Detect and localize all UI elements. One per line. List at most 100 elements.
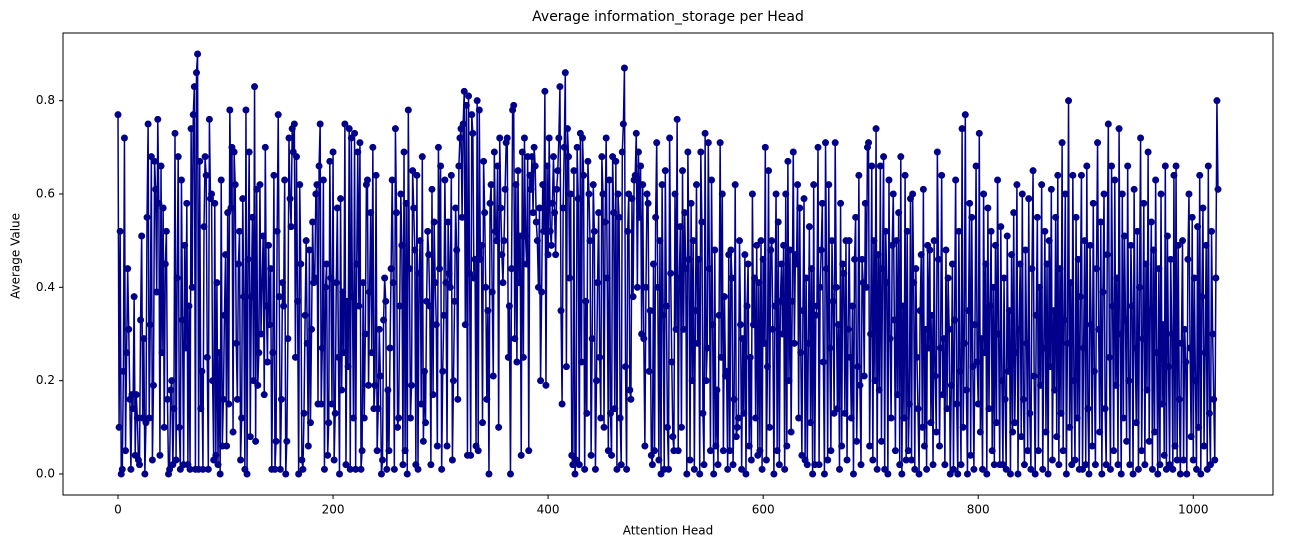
data-point [115,423,123,431]
data-point [825,181,833,189]
data-point [427,461,435,469]
data-point [910,279,918,287]
data-point [571,470,579,478]
data-point [619,120,627,128]
data-point [201,153,209,161]
data-point [599,190,607,198]
data-point [834,321,842,329]
data-point [163,395,171,403]
data-point [646,307,654,315]
data-point [1060,316,1068,324]
data-point [819,358,827,366]
data-point [804,339,812,347]
data-point [205,115,213,123]
data-point [1028,265,1036,273]
data-point [884,470,892,478]
data-point [1140,199,1148,207]
data-point [408,381,416,389]
data-point [595,209,603,217]
data-point [296,181,304,189]
data-point [767,246,775,254]
data-point [1176,470,1184,478]
data-point [941,461,949,469]
data-point [337,195,345,203]
data-point [989,283,997,291]
data-point [822,139,830,147]
plot-frame [62,32,1274,496]
data-point [160,423,168,431]
data-point [688,377,696,385]
data-point [1102,461,1110,469]
data-point [829,297,837,305]
data-point [295,470,303,478]
data-point [533,237,541,245]
data-point [1040,344,1048,352]
data-point [477,241,485,249]
data-point [674,447,682,455]
data-point [1199,204,1207,212]
data-point [963,470,971,478]
data-point [1056,265,1064,273]
data-point [703,344,711,352]
data-point [1127,241,1135,249]
data-point [730,395,738,403]
data-point [220,311,228,319]
data-point [872,125,880,133]
data-point [261,143,269,151]
data-point [584,157,592,165]
data-point [555,134,563,142]
data-point [415,269,423,277]
data-point [302,237,310,245]
data-point [532,218,540,226]
data-point [330,456,338,464]
data-point [810,181,818,189]
data-point [1036,283,1044,291]
data-point [568,451,576,459]
data-point [445,269,453,277]
data-point [1089,199,1097,207]
data-point [558,400,566,408]
data-point [416,237,424,245]
data-point [832,283,840,291]
data-point [1192,465,1200,473]
data-point [284,335,292,343]
data-point [962,386,970,394]
data-point [855,171,863,179]
data-point [894,391,902,399]
data-point [246,433,254,441]
data-point [875,386,883,394]
data-point [227,204,235,212]
data-point [774,218,782,226]
data-point [808,265,816,273]
data-point [1025,195,1033,203]
data-point [1196,171,1204,179]
data-point [943,405,951,413]
data-point [788,297,796,305]
data-point [414,465,422,473]
data-point [594,279,602,287]
data-point [194,50,202,58]
data-point [129,405,137,413]
data-point [655,456,663,464]
data-point [1088,442,1096,450]
data-point [746,353,754,361]
data-point [717,353,725,361]
data-point [269,349,277,357]
data-point [960,339,968,347]
data-point [755,279,763,287]
data-point [852,213,860,221]
data-point [1118,190,1126,198]
data-point [844,325,852,333]
data-point [766,423,774,431]
data-point [728,274,736,282]
data-point [847,414,855,422]
data-point [361,330,369,338]
data-point [892,237,900,245]
data-point [482,283,490,291]
data-point [187,125,195,133]
data-point [365,381,373,389]
data-point [944,274,952,282]
data-point [854,363,862,371]
data-point [1085,470,1093,478]
data-point [574,195,582,203]
